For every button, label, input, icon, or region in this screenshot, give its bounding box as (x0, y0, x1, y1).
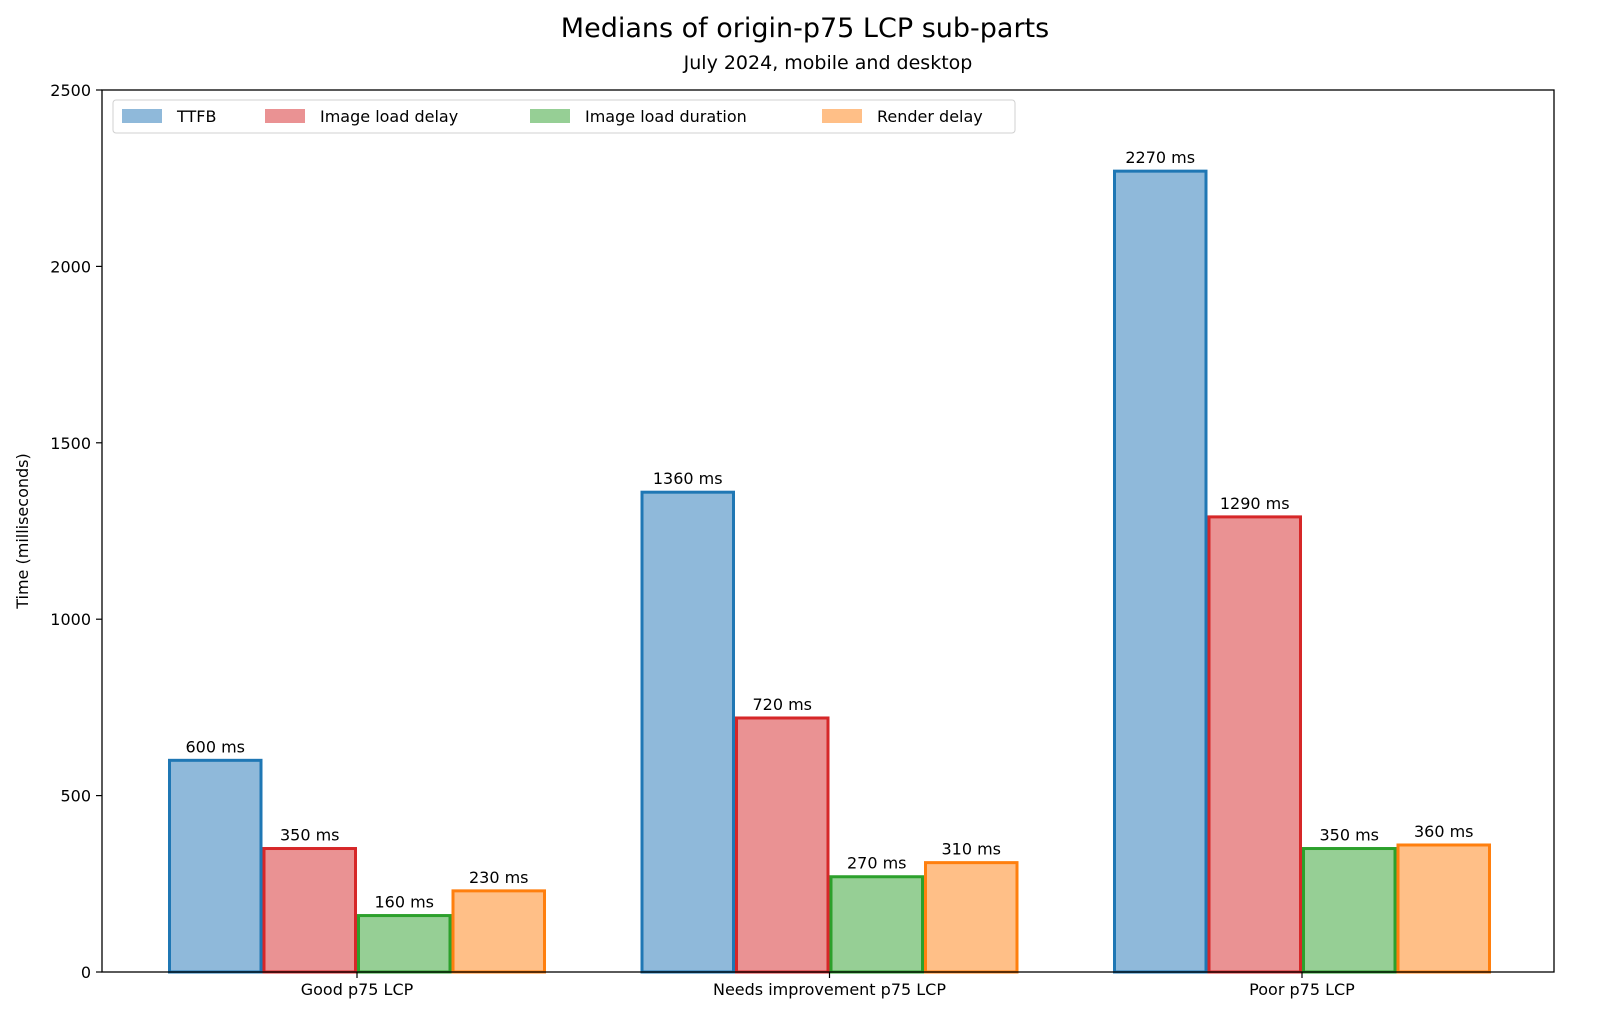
chart-title: Medians of origin-p75 LCP sub-parts (561, 13, 1049, 44)
bar-3-0 (451, 889, 546, 974)
bar-0-0 (168, 758, 263, 974)
y-tick-label: 2000 (50, 257, 91, 276)
y-tick-label: 1000 (50, 610, 91, 629)
y-axis-label: Time (milliseconds) (13, 453, 32, 610)
legend: TTFB Image load delay Image load duration R… (112, 99, 1016, 134)
legend-swatch-3 (822, 109, 862, 123)
x-tick-label: Poor p75 LCP (1249, 980, 1355, 999)
y-tick-label: 1500 (50, 434, 91, 453)
bar-0-1 (640, 490, 735, 974)
data-label: 720 ms (752, 695, 812, 714)
data-label: 310 ms (941, 840, 1001, 859)
bar-1-2 (1207, 515, 1302, 974)
legend-label: Image load duration (585, 107, 747, 126)
x-tick-label: Good p75 LCP (301, 980, 414, 999)
legend-label: Render delay (877, 107, 983, 126)
bar-2-2 (1302, 847, 1397, 974)
bar-3-1 (924, 861, 1019, 974)
data-label: 1290 ms (1220, 494, 1290, 513)
data-label: 230 ms (469, 868, 529, 887)
y-tick-label: 2500 (50, 81, 91, 100)
data-label: 350 ms (1319, 826, 1379, 845)
legend-swatch-0 (122, 109, 162, 123)
data-label: 1360 ms (653, 469, 723, 488)
legend-label: TTFB (176, 107, 216, 126)
data-label: 160 ms (374, 893, 434, 912)
y-tick-label: 500 (60, 787, 91, 806)
x-tick-label: Needs improvement p75 LCP (713, 980, 946, 999)
chart-subtitle: July 2024, mobile and desktop (683, 52, 973, 74)
bar-2-0 (357, 914, 452, 974)
bar-1-0 (262, 847, 357, 974)
data-label: 360 ms (1414, 822, 1474, 841)
data-label: 600 ms (185, 737, 245, 756)
data-label: 350 ms (280, 826, 340, 845)
legend-swatch-1 (265, 109, 305, 123)
data-label: 2270 ms (1125, 148, 1195, 167)
bar-1-1 (735, 716, 830, 974)
legend-label: Image load delay (320, 107, 458, 126)
plot-frame (101, 89, 1555, 973)
legend-swatch-2 (530, 109, 570, 123)
bar-0-2 (1113, 169, 1208, 974)
bar-2-1 (829, 875, 924, 974)
y-tick-label: 0 (81, 963, 91, 982)
bar-3-2 (1396, 843, 1491, 974)
data-label: 270 ms (847, 854, 907, 873)
